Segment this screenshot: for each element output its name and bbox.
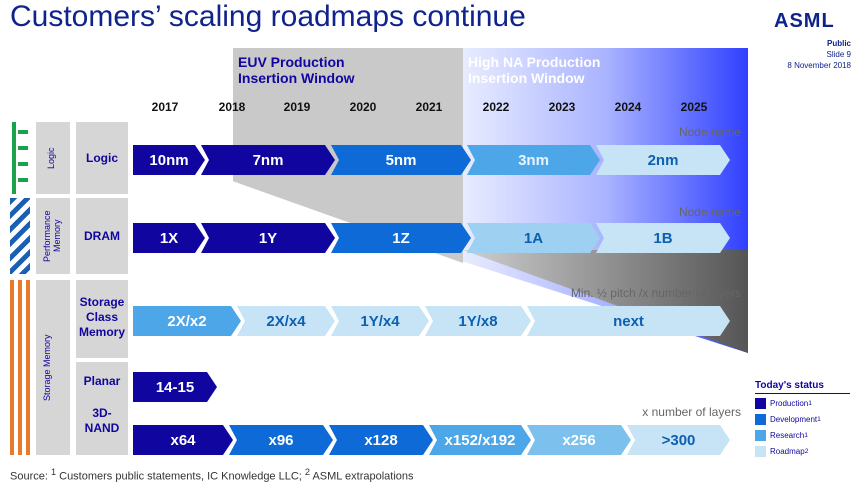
logic-step-2nm: 2nm: [596, 145, 730, 175]
euv-window-label: EUV Production Insertion Window: [238, 54, 355, 86]
legend-research: Research 1: [755, 430, 808, 441]
nand-step-300: >300: [627, 425, 730, 455]
dram-step-1x: 1X: [133, 223, 205, 253]
year-2021: 2021: [415, 100, 443, 114]
year-2025: 2025: [680, 100, 708, 114]
year-2020: 2020: [349, 100, 377, 114]
nand-step-x64: x64: [133, 425, 233, 455]
scm-step-2x-x4: 2X/x4: [237, 306, 335, 336]
logic-step-3nm: 3nm: [467, 145, 600, 175]
legend-roadmap: Roadmap 2: [755, 446, 808, 457]
category-storage-memory: Storage Memory: [36, 280, 70, 455]
logic-pattern-icon: [10, 122, 30, 194]
legend-divider: [755, 393, 850, 394]
logic-step-5nm: 5nm: [331, 145, 471, 175]
dram-step-1b: 1B: [596, 223, 730, 253]
nand-step-x256: x256: [527, 425, 631, 455]
logic-step-7nm: 7nm: [201, 145, 335, 175]
scm-step-next: next: [527, 306, 730, 336]
legend-development: Development 1: [755, 414, 821, 425]
planar-step-14-15: 14-15: [133, 372, 217, 402]
scm-sublabel: Min. ½ pitch /x number of layers: [570, 286, 741, 300]
slide-number: Slide 9: [826, 50, 851, 59]
scm-step-1y-x4: 1Y/x4: [331, 306, 429, 336]
high-na-window-label: High NA Production Insertion Window: [468, 54, 601, 86]
storage-pattern-icon: [10, 280, 30, 455]
slide-title: Customers’ scaling roadmaps continue: [10, 0, 526, 33]
scm-step-2x-x2: 2X/x2: [133, 306, 241, 336]
asml-logo: ASML: [774, 10, 835, 32]
logic-step-10nm: 10nm: [133, 145, 205, 175]
row-label-nand: Planar 3D- NAND: [76, 362, 128, 455]
classification-label: Public: [826, 39, 851, 48]
dram-step-1y: 1Y: [201, 223, 335, 253]
category-performance-memory: Performance Memory: [36, 198, 70, 274]
year-2019: 2019: [283, 100, 311, 114]
row-label-scm: Storage Class Memory: [76, 280, 128, 358]
memory-pattern-icon: [10, 198, 30, 274]
slide-date: 8 November 2018: [787, 61, 851, 70]
logic-sublabel: Node name: [678, 125, 741, 139]
legend-production: Production 1: [755, 398, 812, 409]
nand-step-x128: x128: [329, 425, 433, 455]
nand-sublabel: x number of layers: [642, 405, 741, 419]
dram-sublabel: Node name: [678, 205, 741, 219]
nand-step-x96: x96: [229, 425, 333, 455]
dram-step-1z: 1Z: [331, 223, 471, 253]
row-label-dram: DRAM: [76, 198, 128, 274]
scm-step-1y-x8: 1Y/x8: [425, 306, 531, 336]
dram-step-1a: 1A: [467, 223, 600, 253]
nand-step-x152-x192: x152/x192: [429, 425, 531, 455]
row-label-logic: Logic: [76, 122, 128, 194]
year-2017: 2017: [151, 100, 179, 114]
legend-title: Today's status: [755, 380, 824, 391]
source-footnote: Source: 1 Customers public statements, I…: [10, 467, 414, 483]
year-2024: 2024: [614, 100, 642, 114]
year-2023: 2023: [548, 100, 576, 114]
category-logic: Logic: [36, 122, 70, 194]
year-2022: 2022: [482, 100, 510, 114]
year-2018: 2018: [218, 100, 246, 114]
